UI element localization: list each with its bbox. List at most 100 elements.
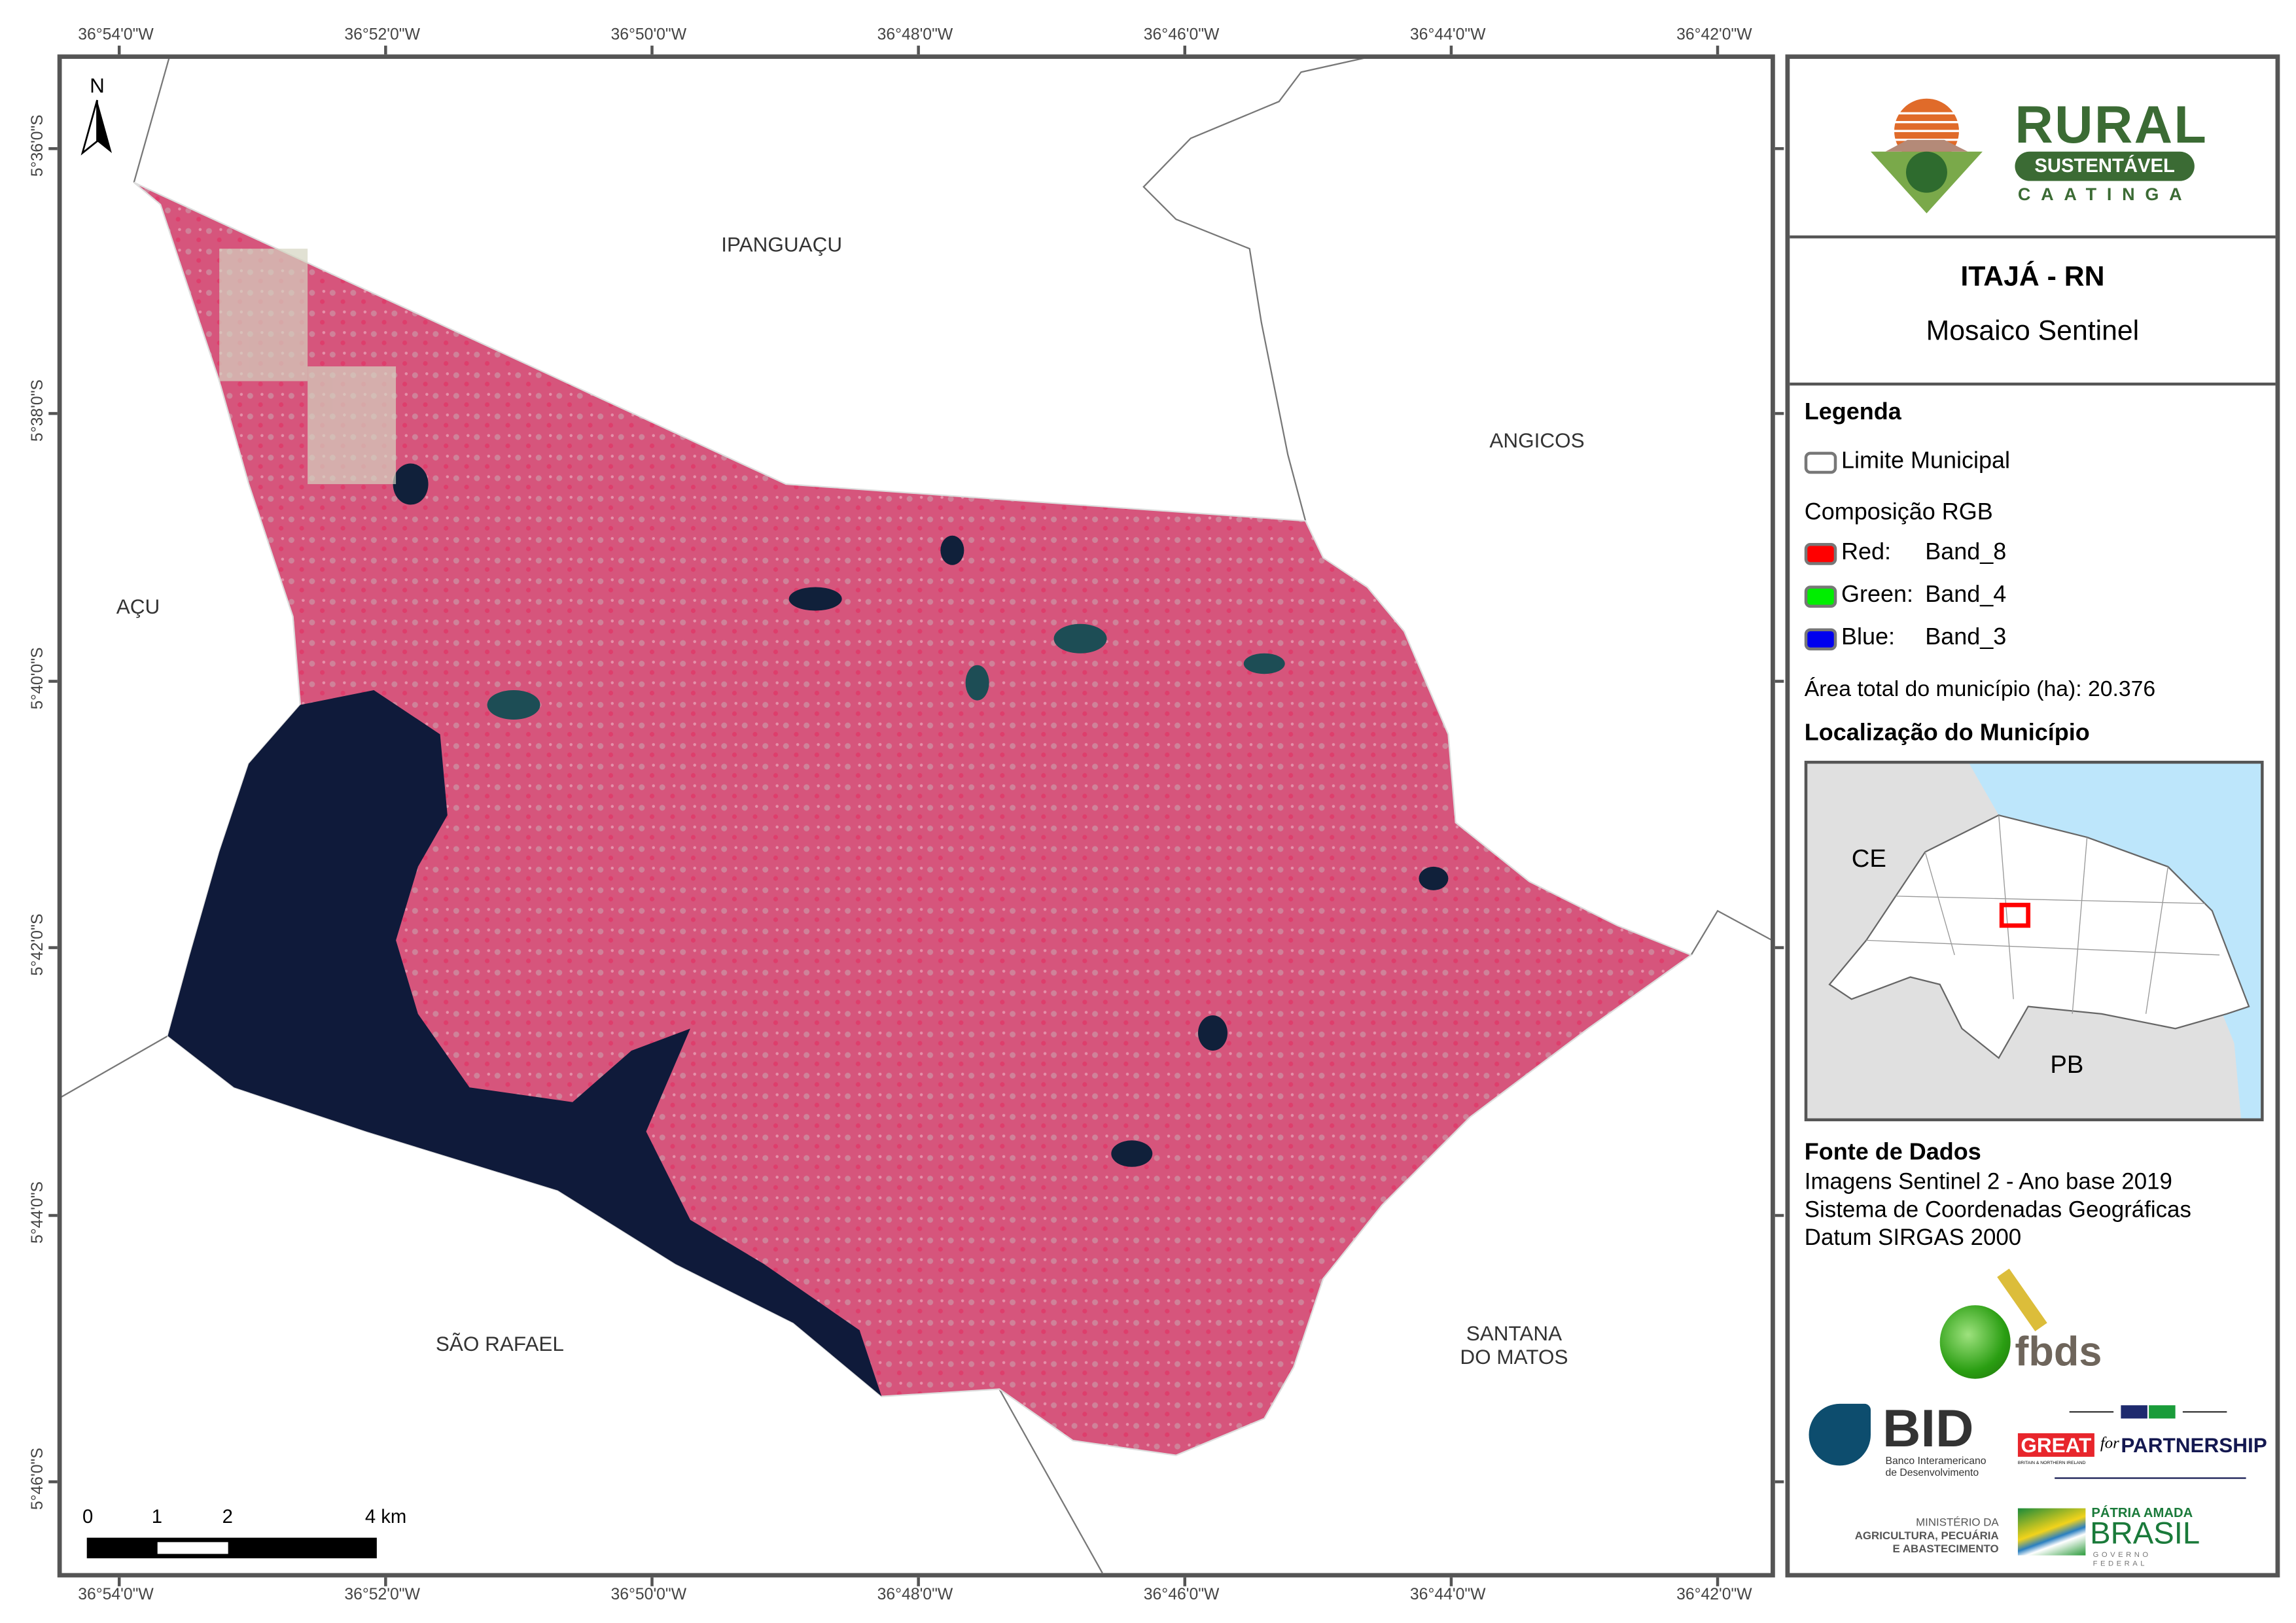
bid-text: BID: [1882, 1397, 1974, 1459]
graticule-tick: [1716, 1577, 1720, 1586]
graticule-tick: [384, 1577, 387, 1586]
legend-heading: Legenda: [1804, 400, 1901, 426]
location-heading: Localização do Município: [1804, 721, 2090, 746]
boundary-swatch: [1804, 451, 1837, 474]
graticule-tick: [1183, 1577, 1187, 1586]
partnership-text: PARTNERSHIP: [2121, 1433, 2267, 1457]
longitude-label-bottom: 36°42'0"W: [1676, 1586, 1752, 1604]
latitude-label: 5°42'0"S: [29, 913, 47, 976]
area-text: Área total do município (ha): 20.376: [1804, 676, 2156, 702]
graticule-tick: [384, 45, 387, 55]
great-sub: BRITAIN & NORTHERN IRELAND: [2017, 1459, 2086, 1466]
graticule-tick: [917, 1577, 920, 1586]
locator-highlight: [1999, 903, 2031, 928]
graticule-tick: [48, 1480, 58, 1484]
north-arrow: N: [79, 73, 115, 163]
great-text: GREAT: [2017, 1433, 2094, 1457]
legend-boundary: Limite Municipal: [1804, 449, 2011, 475]
legend-blue: Blue: Band_3: [1804, 625, 2007, 652]
brasil-logo: PÁTRIA AMADA BRASIL GOVERNO FEDERAL: [2017, 1505, 2209, 1569]
green-swatch: [1804, 585, 1837, 607]
graticule-tick: [1775, 147, 1784, 150]
scale-label-0: 0: [82, 1505, 94, 1527]
graticule-tick: [48, 680, 58, 683]
map-frame[interactable]: IPANGUAÇU ANGICOS AÇU SÃO RAFAEL SANTANA…: [57, 54, 1775, 1578]
ministry-logo: MINISTÉRIO DA AGRICULTURA, PECUÁRIA E AB…: [1834, 1516, 1999, 1556]
scale-label-2: 2: [222, 1505, 233, 1527]
boundary-label: Limite Municipal: [1841, 449, 2011, 474]
blue-label: Blue:: [1841, 625, 1896, 651]
map-subtitle: Mosaico Sentinel: [1926, 316, 2140, 347]
logo-badge: SUSTENTÁVEL: [2015, 151, 2195, 181]
map-title: ITAJÁ - RN: [1960, 262, 2105, 293]
place-angicos: ANGICOS: [1489, 428, 1585, 452]
place-santana-line2: DO MATOS: [1460, 1344, 1568, 1369]
title-section: ITAJÁ - RN Mosaico Sentinel: [1790, 238, 2276, 386]
brasil-text: BRASIL: [2090, 1517, 2200, 1551]
legend-red: Red: Band_8: [1804, 540, 2007, 567]
north-label: N: [90, 73, 105, 97]
graticule-tick: [1716, 45, 1720, 55]
latitude-label: 5°40'0"S: [29, 647, 47, 710]
longitude-label-bottom: 36°48'0"W: [877, 1586, 953, 1604]
place-acu: AÇU: [116, 594, 160, 618]
red-swatch: [1804, 542, 1837, 565]
scale-label-4km: 4 km: [364, 1505, 407, 1527]
graticule-tick: [1183, 45, 1187, 55]
graticule-tick: [48, 147, 58, 150]
source-line: Datum SIRGAS 2000: [1804, 1225, 2022, 1251]
graticule-tick: [1775, 946, 1784, 949]
graticule-tick: [1449, 1577, 1453, 1586]
place-santana-line1: SANTANA: [1466, 1321, 1563, 1345]
source-line: Sistema de Coordenadas Geográficas: [1804, 1198, 2191, 1223]
locator-pb-label: PB: [2050, 1051, 2084, 1079]
longitude-label-top: 36°54'0"W: [78, 26, 154, 44]
latitude-label: 5°38'0"S: [29, 379, 47, 442]
graticule-tick: [650, 1577, 654, 1586]
graticule-tick: [48, 411, 58, 415]
sources-heading: Fonte de Dados: [1804, 1140, 1981, 1166]
longitude-label-bottom: 36°50'0"W: [610, 1586, 687, 1604]
urban-area: [219, 249, 397, 485]
rgb-heading: Composição RGB: [1804, 500, 1993, 526]
for-text: for: [2100, 1435, 2119, 1453]
graticule-tick: [650, 45, 654, 55]
longitude-label-bottom: 36°54'0"W: [78, 1586, 154, 1604]
place-santana-do-matos: SANTANA DO MATOS: [1460, 1321, 1568, 1369]
longitude-label-bottom: 36°52'0"W: [344, 1586, 420, 1604]
green-band: Band_4: [1925, 582, 2007, 608]
blue-band: Band_3: [1925, 625, 2007, 651]
fbds-text: fbds: [2015, 1329, 2102, 1374]
fbds-logo: fbds: [1937, 1268, 2113, 1384]
latitude-label: 5°46'0"S: [29, 1448, 47, 1510]
red-label: Red:: [1841, 540, 1892, 565]
place-sao-rafael: SÃO RAFAEL: [435, 1331, 564, 1355]
green-label: Green:: [1841, 582, 1914, 608]
longitude-label-bottom: 36°44'0"W: [1409, 1586, 1486, 1604]
bid-sub1: Banco Interamericano: [1885, 1456, 1987, 1467]
locator-map: CE PB: [1804, 760, 2264, 1122]
satellite-map: [62, 58, 1771, 1573]
graticule-tick: [117, 45, 121, 55]
longitude-label-top: 36°46'0"W: [1143, 26, 1220, 44]
longitude-label-top: 36°52'0"W: [344, 26, 420, 44]
legend-green: Green: Band_4: [1804, 582, 2007, 609]
scale-label-1: 1: [151, 1505, 162, 1527]
red-band: Band_8: [1925, 540, 2007, 565]
graticule-tick: [1775, 1480, 1784, 1484]
locator-map-shapes: [1828, 763, 2261, 1119]
blue-swatch: [1804, 627, 1837, 650]
longitude-label-top: 36°50'0"W: [610, 26, 687, 44]
place-ipanguacu: IPANGUAÇU: [721, 232, 843, 256]
bid-sub2: de Desenvolvimento: [1885, 1468, 1979, 1479]
north-arrow-icon: [80, 99, 112, 156]
longitude-label-bottom: 36°46'0"W: [1143, 1586, 1220, 1604]
graticule-tick: [48, 946, 58, 949]
latitude-label: 5°44'0"S: [29, 1181, 47, 1244]
side-panel: RURAL SUSTENTÁVEL CAATINGA ITAJÁ - RN Mo…: [1785, 54, 2280, 1578]
graticule-tick: [1775, 1213, 1784, 1217]
logo-title: RURAL: [2015, 94, 2208, 155]
longitude-label-top: 36°48'0"W: [877, 26, 953, 44]
ministry-line3: E ABASTECIMENTO: [1892, 1542, 1999, 1556]
great-partnership-logo: GREAT BRITAIN & NORTHERN IRELAND for PAR…: [2017, 1398, 2268, 1479]
